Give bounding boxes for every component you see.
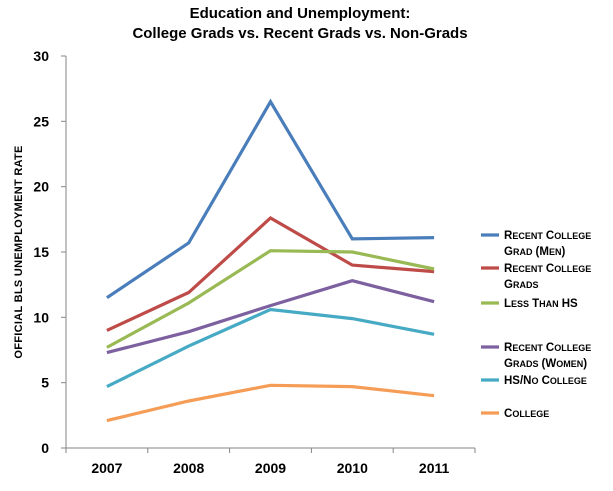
legend-label: RECENT COLLEGE bbox=[504, 230, 591, 242]
series-line bbox=[106, 249, 435, 349]
legend-item: RECENT COLLEGE GRADS bbox=[481, 263, 591, 291]
series-line bbox=[106, 216, 435, 332]
legend-label: GRADS (WOMEN) bbox=[504, 358, 587, 370]
legend: RECENT COLLEGE GRAD (MEN) RECENT COLLEGE GR… bbox=[481, 230, 591, 420]
legend-label: RECENT COLLEGE bbox=[504, 342, 591, 354]
legend-label: COLLEGE bbox=[504, 408, 549, 420]
x-tick-label: 2008 bbox=[173, 460, 204, 476]
y-tick-label: 20 bbox=[33, 179, 49, 195]
y-axis-label: OFFICIAL BLS UNEMPLOYMENT RATE bbox=[13, 145, 25, 358]
chart-title: Education and Unemployment: College Grads… bbox=[132, 5, 467, 42]
y-tick-label: 0 bbox=[41, 440, 49, 456]
series-line bbox=[106, 279, 435, 355]
y-tick-label: 25 bbox=[33, 113, 49, 129]
legend-item: HS/NO COLLEGE bbox=[481, 375, 587, 387]
y-tick-label: 10 bbox=[33, 309, 49, 325]
x-tick-label: 2010 bbox=[337, 460, 368, 476]
y-tick-label: 15 bbox=[33, 244, 49, 260]
legend-label: HS/NO COLLEGE bbox=[504, 375, 587, 387]
legend-item: LESS THAN HS bbox=[481, 298, 578, 310]
legend-label: RECENT COLLEGE bbox=[504, 263, 591, 275]
x-tick-label: 2007 bbox=[91, 460, 122, 476]
legend-label: LESS THAN HS bbox=[504, 298, 578, 310]
chart-title-line: College Grads vs. Recent Grads vs. Non-G… bbox=[132, 25, 467, 42]
legend-label: GRADS bbox=[504, 279, 538, 291]
series-line bbox=[106, 307, 435, 389]
x-tick-label: 2011 bbox=[419, 460, 450, 476]
series-line bbox=[106, 98, 435, 300]
series-line bbox=[106, 383, 435, 423]
legend-item: RECENT COLLEGE GRAD (MEN) bbox=[481, 230, 591, 258]
y-tick-label: 5 bbox=[41, 375, 49, 391]
axes: 0 5 10 15 20 25 30 2007 2008 2009 2010 2011 OFFICIAL… bbox=[13, 48, 476, 476]
series-lines bbox=[106, 98, 435, 423]
x-tick-label: 2009 bbox=[255, 460, 286, 476]
legend-item: RECENT COLLEGE GRADS (WOMEN) bbox=[481, 342, 591, 370]
chart-title-line: Education and Unemployment: bbox=[190, 5, 411, 22]
y-tick-label: 30 bbox=[33, 48, 49, 64]
legend-label: GRAD (MEN) bbox=[504, 246, 565, 258]
legend-item: COLLEGE bbox=[481, 408, 549, 420]
